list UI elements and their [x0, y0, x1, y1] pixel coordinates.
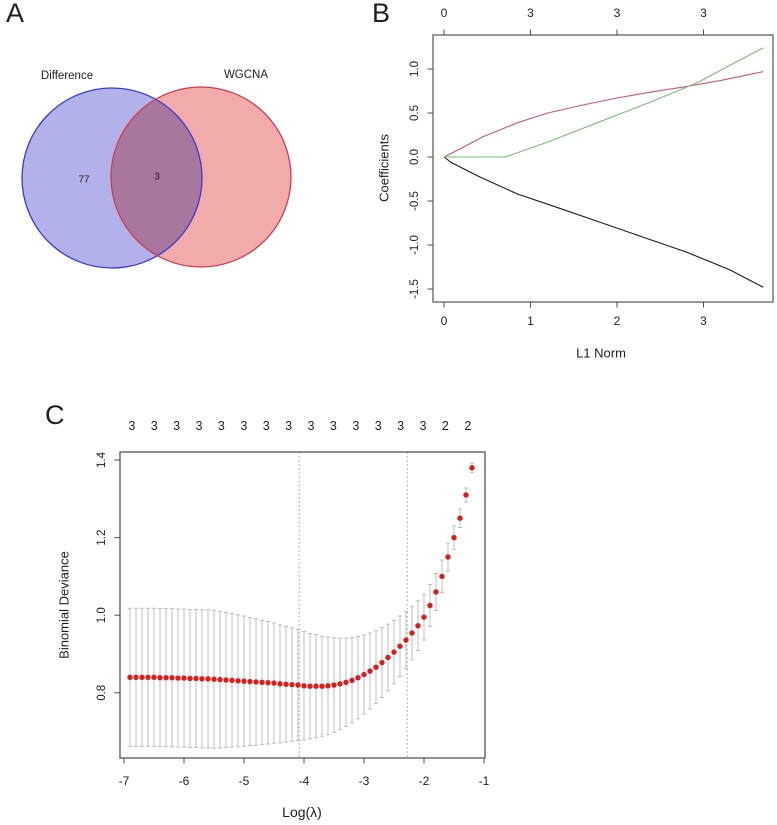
- cv-y-axis-label: Binomial Deviance: [56, 551, 72, 659]
- svg-text:3: 3: [352, 419, 359, 433]
- venn-right-set-label: WGCNA: [223, 69, 269, 81]
- svg-text:2: 2: [442, 419, 449, 433]
- svg-text:3: 3: [151, 419, 158, 433]
- svg-text:3: 3: [527, 6, 534, 20]
- venn-left-set-label: Difference: [40, 70, 94, 82]
- cv-curve-svg: -7 -6 -5 -4 -3 -2 -1 3 3 3 3 3 3 3 3 3 3 3 3 3 3 2 2 0.8 1.0 1.2 1…: [96, 419, 490, 788]
- svg-text:-1.0: -1.0: [409, 235, 421, 255]
- svg-text:3: 3: [240, 419, 247, 433]
- svg-text:3: 3: [308, 419, 315, 433]
- cv-x-axis-label: Log(λ): [282, 804, 322, 820]
- svg-text:3: 3: [700, 314, 707, 328]
- svg-text:3: 3: [196, 419, 203, 433]
- panel-b-letter: B: [372, 0, 391, 28]
- panel-c-letter: C: [45, 400, 65, 430]
- svg-text:0.5: 0.5: [409, 105, 421, 121]
- svg-text:-6: -6: [179, 774, 190, 788]
- svg-text:3: 3: [285, 419, 292, 433]
- svg-text:3: 3: [420, 419, 427, 433]
- svg-text:3: 3: [330, 419, 337, 433]
- svg-text:-5: -5: [239, 774, 250, 788]
- svg-text:1.0: 1.0: [96, 607, 108, 623]
- lasso-y-axis-label: Coefficients: [376, 134, 392, 202]
- svg-text:-2: -2: [419, 774, 430, 788]
- lasso-path-svg: 0 1 2 3 0 3 3 3 -1.5 -1.0 -0.5 0.0 0.5 1.0: [409, 6, 774, 328]
- svg-text:3: 3: [700, 6, 707, 20]
- venn-intersection-count: 3: [154, 171, 160, 183]
- svg-text:0: 0: [441, 314, 448, 328]
- svg-text:0.8: 0.8: [96, 685, 108, 701]
- svg-text:1.4: 1.4: [96, 451, 108, 468]
- venn-left-only-count: 77: [78, 174, 90, 186]
- venn-diagram-svg: [21, 86, 292, 269]
- svg-text:-4: -4: [299, 774, 310, 788]
- lasso-x-axis-label: L1 Norm: [576, 345, 626, 361]
- svg-text:3: 3: [614, 6, 621, 20]
- svg-text:-1: -1: [479, 774, 490, 788]
- svg-text:0.0: 0.0: [409, 149, 421, 165]
- svg-text:3: 3: [375, 419, 382, 433]
- svg-text:3: 3: [218, 419, 225, 433]
- svg-text:2: 2: [614, 314, 621, 328]
- svg-text:2: 2: [464, 419, 471, 433]
- svg-text:3: 3: [173, 419, 180, 433]
- panel-a-letter: A: [6, 0, 25, 28]
- svg-text:3: 3: [263, 419, 270, 433]
- svg-text:-0.5: -0.5: [409, 191, 421, 211]
- svg-text:1: 1: [527, 314, 534, 328]
- svg-text:0: 0: [441, 6, 448, 20]
- svg-text:1.0: 1.0: [409, 61, 421, 77]
- svg-text:-7: -7: [119, 774, 130, 788]
- svg-text:-3: -3: [359, 774, 370, 788]
- svg-text:-1.5: -1.5: [409, 279, 421, 299]
- svg-text:1.2: 1.2: [96, 530, 108, 546]
- svg-text:3: 3: [128, 419, 135, 433]
- svg-text:3: 3: [397, 419, 404, 433]
